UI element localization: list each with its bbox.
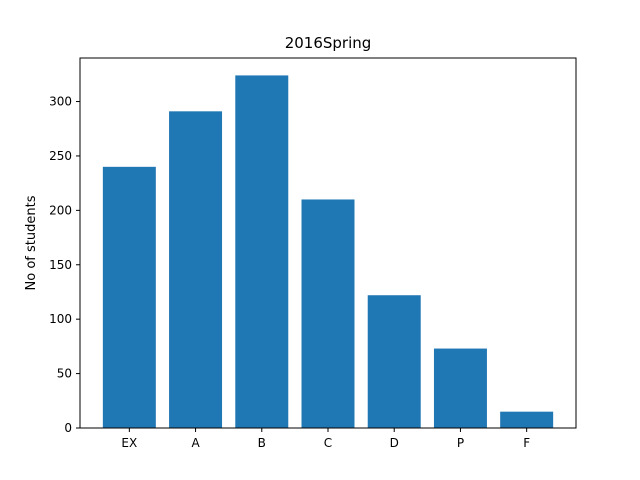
- x-tick-label: P: [457, 436, 464, 450]
- bar-p: [433, 348, 487, 428]
- y-tick-label: 50: [57, 367, 72, 381]
- x-tick-label: D: [390, 436, 399, 450]
- bar-a: [169, 111, 223, 428]
- y-tick-label: 150: [49, 258, 72, 272]
- bar-ex: [102, 166, 156, 428]
- y-axis: 0 50 100 150 200 250 300: [49, 95, 80, 435]
- bar-d: [367, 295, 421, 428]
- x-tick-label: F: [523, 436, 530, 450]
- x-axis: EX A B C D P F: [121, 428, 530, 450]
- y-tick-label: 0: [64, 421, 72, 435]
- y-tick-label: 300: [49, 95, 72, 109]
- x-tick-label: B: [258, 436, 266, 450]
- bars-layer: [102, 75, 554, 428]
- bar-b: [235, 75, 289, 428]
- x-tick-label: C: [324, 436, 332, 450]
- chart-title: 2016Spring: [285, 34, 372, 52]
- x-tick-label: A: [191, 436, 200, 450]
- x-tick-label: EX: [121, 436, 137, 450]
- bar-f: [500, 411, 554, 428]
- y-tick-label: 250: [49, 149, 72, 163]
- y-tick-label: 200: [49, 203, 72, 217]
- y-axis-label: No of students: [24, 195, 39, 290]
- y-tick-label: 100: [49, 312, 72, 326]
- bar-c: [301, 199, 355, 428]
